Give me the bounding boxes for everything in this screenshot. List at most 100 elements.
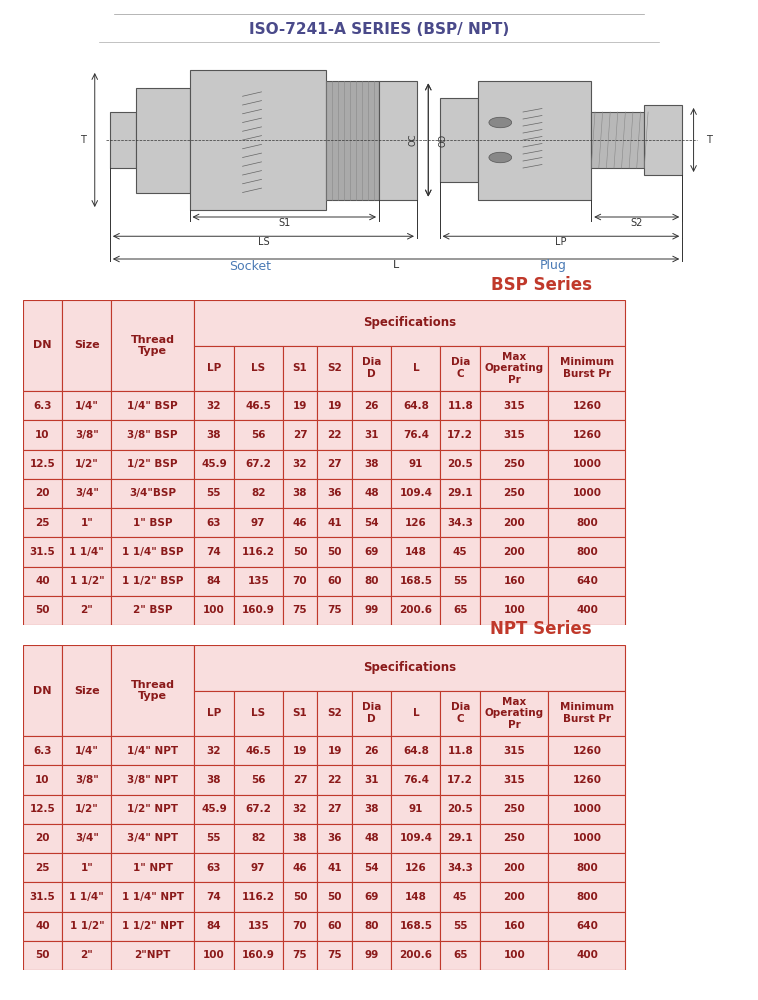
Text: 48: 48 <box>365 488 379 498</box>
Circle shape <box>489 152 512 163</box>
Text: T: T <box>80 135 86 145</box>
Bar <box>283 450 318 479</box>
Text: L: L <box>393 260 399 270</box>
Text: S2: S2 <box>327 708 342 718</box>
Bar <box>318 794 352 824</box>
Text: 1/4" BSP: 1/4" BSP <box>127 401 178 411</box>
Text: 109.4: 109.4 <box>399 833 432 843</box>
Bar <box>283 765 318 794</box>
Bar <box>391 566 440 596</box>
Bar <box>194 391 233 420</box>
Bar <box>23 391 62 420</box>
Text: 135: 135 <box>247 921 269 931</box>
Text: 1/2": 1/2" <box>75 804 99 814</box>
Text: 1260: 1260 <box>572 746 601 756</box>
Text: 160: 160 <box>503 576 525 586</box>
Text: 800: 800 <box>576 863 598 873</box>
Bar <box>440 824 480 853</box>
Bar <box>391 420 440 450</box>
Text: 32: 32 <box>293 459 307 469</box>
Bar <box>283 566 318 596</box>
Bar <box>391 596 440 625</box>
Text: 38: 38 <box>207 430 221 440</box>
Bar <box>111 941 194 970</box>
Text: LP: LP <box>207 708 221 718</box>
Bar <box>23 596 62 625</box>
Text: 11.8: 11.8 <box>447 746 473 756</box>
Text: 45: 45 <box>453 547 468 557</box>
Bar <box>62 508 111 537</box>
Bar <box>233 824 283 853</box>
Bar <box>480 794 549 824</box>
Text: 250: 250 <box>503 459 525 469</box>
Bar <box>194 450 233 479</box>
Text: 1000: 1000 <box>572 804 601 814</box>
Text: Size: Size <box>74 340 99 351</box>
Text: 1 1/2" BSP: 1 1/2" BSP <box>122 576 183 586</box>
Bar <box>644 105 682 175</box>
Circle shape <box>489 117 512 128</box>
Text: 64.8: 64.8 <box>403 401 429 411</box>
Text: Dia
D: Dia D <box>362 702 381 724</box>
Bar <box>549 391 625 420</box>
Text: 1/4": 1/4" <box>75 746 99 756</box>
Text: DN: DN <box>33 686 52 696</box>
Text: 38: 38 <box>293 833 307 843</box>
Text: 1260: 1260 <box>572 401 601 411</box>
Text: 10: 10 <box>36 430 50 440</box>
Bar <box>318 941 352 970</box>
Bar <box>318 566 352 596</box>
Text: 1 1/4": 1 1/4" <box>70 547 104 557</box>
Text: 200.6: 200.6 <box>399 950 432 960</box>
Text: 116.2: 116.2 <box>242 892 274 902</box>
Bar <box>549 882 625 912</box>
Text: 38: 38 <box>293 488 307 498</box>
Text: 1/4": 1/4" <box>75 401 99 411</box>
Bar <box>352 824 391 853</box>
Bar <box>549 566 625 596</box>
Text: Size: Size <box>74 686 99 696</box>
Text: Specifications: Specifications <box>363 316 456 329</box>
Text: T: T <box>706 135 712 145</box>
Bar <box>352 450 391 479</box>
Text: 27: 27 <box>293 430 307 440</box>
Bar <box>391 765 440 794</box>
Text: Dia
D: Dia D <box>362 357 381 379</box>
Bar <box>233 479 283 508</box>
Text: 20: 20 <box>36 833 50 843</box>
Bar <box>440 941 480 970</box>
Bar <box>352 690 391 736</box>
Text: 32: 32 <box>207 746 221 756</box>
Bar <box>440 853 480 882</box>
Text: 45: 45 <box>453 892 468 902</box>
Bar <box>549 736 625 765</box>
Bar <box>480 824 549 853</box>
Bar <box>23 794 62 824</box>
Text: 82: 82 <box>251 833 265 843</box>
Bar <box>111 450 194 479</box>
Bar <box>111 300 194 391</box>
Text: 116.2: 116.2 <box>242 547 274 557</box>
Text: 3/4" NPT: 3/4" NPT <box>127 833 178 843</box>
Text: 40: 40 <box>35 921 50 931</box>
Text: 17.2: 17.2 <box>447 430 473 440</box>
Text: 45.9: 45.9 <box>201 459 227 469</box>
Bar <box>283 346 318 391</box>
Bar <box>62 566 111 596</box>
Text: 60: 60 <box>327 921 342 931</box>
Bar <box>283 736 318 765</box>
Bar <box>352 912 391 941</box>
Text: 76.4: 76.4 <box>403 430 429 440</box>
Text: 800: 800 <box>576 518 598 528</box>
Text: 64.8: 64.8 <box>403 746 429 756</box>
Bar <box>391 391 440 420</box>
Text: 135: 135 <box>247 576 269 586</box>
Bar <box>111 765 194 794</box>
Text: 63: 63 <box>207 863 221 873</box>
Text: 250: 250 <box>503 833 525 843</box>
Bar <box>23 941 62 970</box>
Text: 200: 200 <box>503 547 525 557</box>
Bar <box>549 420 625 450</box>
Text: Dia
C: Dia C <box>450 702 470 724</box>
Text: 34.3: 34.3 <box>447 518 473 528</box>
